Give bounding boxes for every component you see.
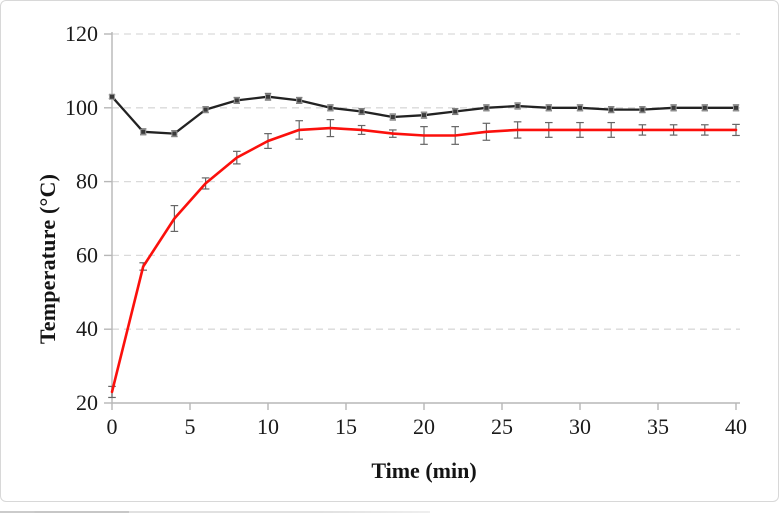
- y-tick-label: 120: [65, 21, 98, 46]
- x-tick-label: 5: [185, 414, 196, 439]
- data-point-marker: [670, 104, 677, 111]
- data-point-marker: [639, 106, 646, 113]
- x-tick-label: 35: [647, 414, 669, 439]
- data-point-marker: [545, 104, 552, 111]
- x-tick-label: 15: [335, 414, 357, 439]
- data-point-marker: [202, 106, 209, 113]
- data-point-marker: [733, 104, 739, 111]
- data-point-marker: [358, 108, 365, 115]
- data-point-marker: [265, 93, 271, 100]
- y-tick-label: 40: [76, 316, 98, 341]
- data-point-marker: [701, 104, 708, 111]
- red-series-line: [110, 126, 738, 394]
- y-tick-label: 20: [76, 390, 98, 415]
- data-point-marker: [452, 108, 459, 115]
- data-point-marker: [109, 93, 115, 100]
- data-point-marker: [421, 112, 427, 119]
- red-series-error-bars: [108, 119, 740, 399]
- plot-area: 20 40 60 80 100 120 0 5 10 15 20 25 30 35 40: [65, 21, 747, 439]
- black-series-markers: [109, 93, 739, 137]
- x-tick-label: 20: [413, 414, 435, 439]
- x-tick-label: 40: [725, 414, 747, 439]
- y-tick-label: 100: [65, 95, 98, 120]
- y-tick-label: 60: [76, 242, 98, 267]
- data-point-marker: [171, 130, 178, 137]
- y-axis-title: Temperature (°C): [35, 173, 60, 345]
- figure-border: 20 40 60 80 100 120 0 5 10 15 20 25 30 35 40 Temperatu…: [0, 0, 779, 502]
- data-point-marker: [577, 104, 583, 111]
- x-tick-label: 10: [257, 414, 279, 439]
- gridlines: [112, 33, 740, 330]
- data-point-marker: [608, 106, 615, 113]
- data-point-marker: [389, 114, 396, 121]
- x-tick-label: 25: [491, 414, 513, 439]
- tick-labels: 20 40 60 80 100 120 0 5 10 15 20 25 30 35 40: [65, 21, 747, 439]
- x-tick-label: 30: [569, 414, 591, 439]
- y-tick-label: 80: [76, 169, 98, 194]
- data-point-marker: [514, 102, 521, 109]
- data-point-marker: [327, 104, 334, 111]
- data-point-marker: [483, 104, 490, 111]
- axes: [104, 32, 740, 410]
- cropped-element-artifact: [0, 511, 430, 513]
- x-axis-title: Time (min): [371, 458, 477, 483]
- x-tick-label: 0: [107, 414, 118, 439]
- data-point-marker: [296, 97, 303, 104]
- data-point-marker: [140, 128, 147, 135]
- data-point-marker: [233, 97, 240, 104]
